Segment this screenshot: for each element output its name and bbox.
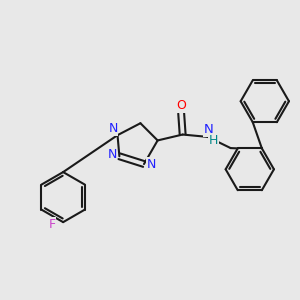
Text: N: N xyxy=(107,148,117,161)
Text: N: N xyxy=(108,122,118,135)
Text: N: N xyxy=(203,123,213,136)
Text: O: O xyxy=(176,100,186,112)
Text: N: N xyxy=(147,158,156,170)
Text: H: H xyxy=(209,134,218,147)
Text: F: F xyxy=(48,218,56,231)
